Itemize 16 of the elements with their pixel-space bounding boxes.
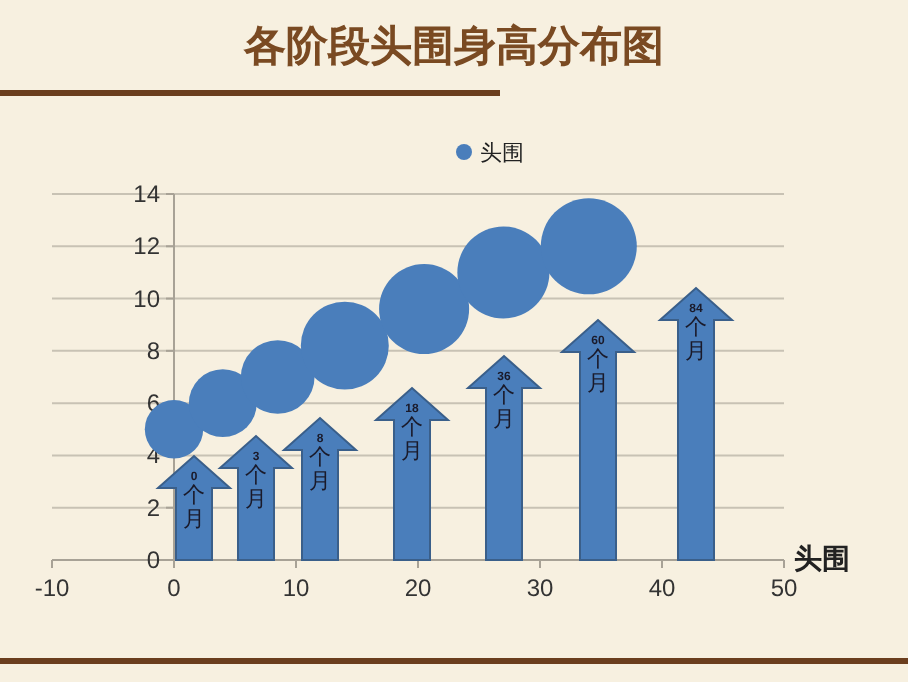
x-tick-label: 50	[770, 574, 798, 602]
chart-title: 各阶段头围身高分布图	[242, 22, 664, 70]
x-tick-label: 0	[167, 574, 182, 602]
y-tick-label: 10	[133, 284, 161, 313]
y-tick-label: 8	[146, 336, 161, 365]
y-tick-label: 2	[146, 493, 161, 522]
x-tick-label: 10	[282, 574, 310, 602]
y-tick-label: 14	[133, 180, 161, 208]
x-tick-label: -10	[34, 574, 70, 602]
y-tick-label: 0	[146, 546, 161, 574]
x-axis-title: 头围	[794, 542, 850, 574]
x-tick-label: 40	[648, 574, 676, 602]
legend-label: 头围	[480, 140, 524, 166]
y-tick-label: 12	[133, 232, 161, 261]
x-tick-label: 20	[404, 574, 432, 602]
x-tick-label: 30	[526, 574, 554, 602]
